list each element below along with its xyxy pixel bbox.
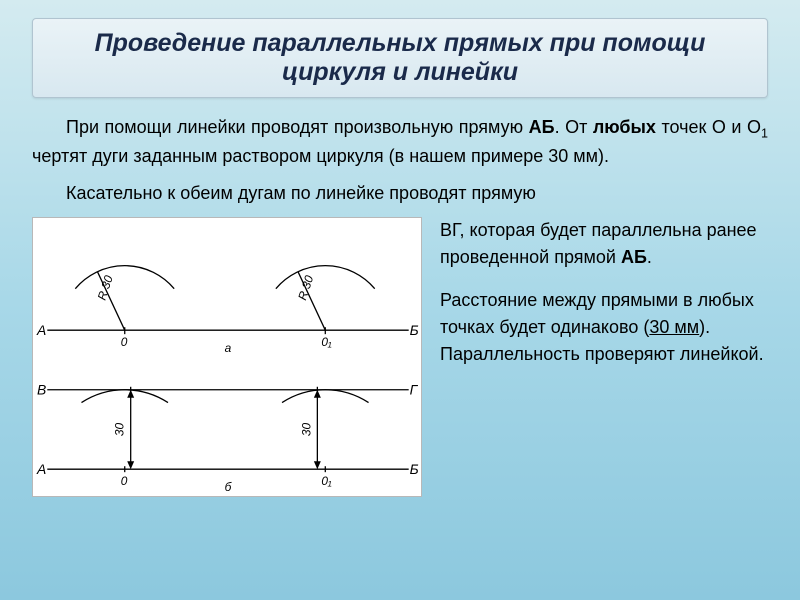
text-bold: АБ xyxy=(621,247,647,267)
side-paragraph-1: ВГ, которая будет параллельна ранее пров… xyxy=(440,217,768,271)
text: . xyxy=(647,247,652,267)
svg-text:Б: Б xyxy=(410,323,419,339)
svg-text:30: 30 xyxy=(113,423,127,437)
svg-text:Б: Б xyxy=(410,462,419,478)
svg-text:б: б xyxy=(225,481,233,495)
text: точек О и О xyxy=(656,117,761,137)
svg-text:В: В xyxy=(37,382,46,398)
svg-text:0₁: 0₁ xyxy=(321,475,332,489)
svg-text:А: А xyxy=(36,323,46,339)
svg-text:0: 0 xyxy=(121,336,128,350)
text: . От xyxy=(555,117,593,137)
text-bold: АБ xyxy=(529,117,555,137)
svg-text:а: а xyxy=(225,342,232,356)
svg-text:R 30: R 30 xyxy=(295,274,316,303)
subscript: 1 xyxy=(761,127,768,141)
paragraph-1: При помощи линейки проводят произвольную… xyxy=(32,114,768,170)
svg-text:Г: Г xyxy=(410,382,419,398)
svg-text:30: 30 xyxy=(299,423,313,437)
svg-text:0: 0 xyxy=(121,475,128,489)
svg-text:R 30: R 30 xyxy=(95,274,116,303)
paragraph-2: Касательно к обеим дугам по линейке пров… xyxy=(32,180,768,207)
svg-text:А: А xyxy=(36,462,46,478)
content-row: R 30R 30АБ00₁а3030ВГАБ00₁б ВГ, которая б… xyxy=(32,217,768,497)
geometry-diagram: R 30 R 30 А Б 0 0₁ а 30 30 В Г А Б 0 0₁ б xyxy=(32,217,422,497)
text: чертят дуги заданным раствором циркуля (… xyxy=(32,146,609,166)
text-underline: 30 мм xyxy=(649,317,699,337)
side-text: ВГ, которая будет параллельна ранее пров… xyxy=(440,217,768,384)
page-title: Проведение параллельных прямых при помощ… xyxy=(32,18,768,98)
side-paragraph-2: Расстояние между прямыми в любых точках … xyxy=(440,287,768,368)
text: При помощи линейки проводят произвольную… xyxy=(66,117,529,137)
text-bold: любых xyxy=(593,117,656,137)
text: ВГ, которая будет параллельна ранее пров… xyxy=(440,220,757,267)
svg-text:0₁: 0₁ xyxy=(321,336,332,350)
